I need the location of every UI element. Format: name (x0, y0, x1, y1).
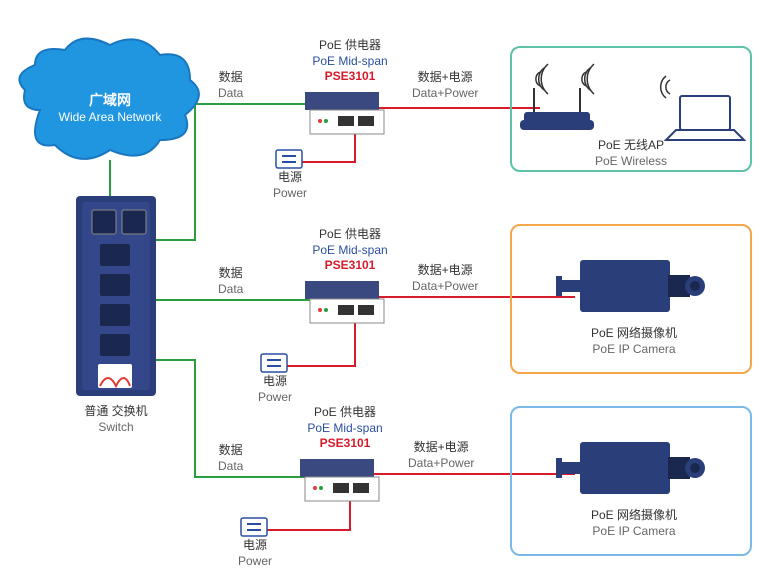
data-label-2: 数据 Data (218, 266, 243, 297)
pse-unit-1 (305, 92, 384, 134)
pse-model: PSE3101 (300, 69, 400, 85)
data-cn: 数据 (218, 266, 243, 282)
pse-title-en: PoE Mid-span (300, 54, 400, 70)
cam1-label-en: PoE IP Camera (574, 342, 694, 358)
switch-label: 普通 交换机 Switch (70, 404, 162, 435)
data-en: Data (218, 86, 243, 102)
cloud-label: 广域网 Wide Area Network (35, 90, 185, 124)
pse-model: PSE3101 (295, 436, 395, 452)
psu-en: Power (235, 554, 275, 569)
cam2-label-cn: PoE 网络摄像机 (574, 508, 694, 524)
ap-label: PoE 无线AP PoE Wireless (574, 138, 688, 169)
datapower-label-2: 数据+电源 Data+Power (412, 263, 478, 294)
psu-cn: 电源 (255, 374, 295, 390)
pse-title-en: PoE Mid-span (295, 421, 395, 437)
pse2-label: PoE 供电器 PoE Mid-span PSE3101 (300, 227, 400, 274)
psu-label-3: 电源 Power (235, 538, 275, 569)
datapower-label-3: 数据+电源 Data+Power (408, 440, 474, 471)
pse3-label: PoE 供电器 PoE Mid-span PSE3101 (295, 405, 395, 452)
pse-model: PSE3101 (300, 258, 400, 274)
datapower-cn: 数据+电源 (412, 70, 478, 86)
data-label-3: 数据 Data (218, 443, 243, 474)
data-cn: 数据 (218, 443, 243, 459)
pse-unit-2 (305, 281, 384, 323)
datapower-en: Data+Power (408, 456, 474, 472)
cloud-label-cn: 广域网 (35, 90, 185, 110)
pse-unit-3 (300, 459, 379, 501)
datapower-cn: 数据+电源 (408, 440, 474, 456)
pse-title-en: PoE Mid-span (300, 243, 400, 259)
psu-cn: 电源 (270, 170, 310, 186)
cloud-label-en: Wide Area Network (35, 110, 185, 124)
psu-label-2: 电源 Power (255, 374, 295, 405)
power-adapter-3 (241, 518, 267, 536)
ap-label-en: PoE Wireless (574, 154, 688, 170)
cam1-label: PoE 网络摄像机 PoE IP Camera (574, 326, 694, 357)
data-cn: 数据 (218, 70, 243, 86)
data-en: Data (218, 282, 243, 298)
switch-label-cn: 普通 交换机 (70, 404, 162, 420)
pse-title-cn: PoE 供电器 (295, 405, 395, 421)
switch-device (76, 196, 156, 396)
psu-cn: 电源 (235, 538, 275, 554)
cam2-label-en: PoE IP Camera (574, 524, 694, 540)
power-adapter-1 (276, 150, 302, 168)
psu-en: Power (270, 186, 310, 202)
ap-label-cn: PoE 无线AP (574, 138, 688, 154)
psu-en: Power (255, 390, 295, 406)
line-psu3 (265, 498, 350, 530)
data-en: Data (218, 459, 243, 475)
pse1-label: PoE 供电器 PoE Mid-span PSE3101 (300, 38, 400, 85)
switch-label-en: Switch (70, 420, 162, 436)
cam1-label-cn: PoE 网络摄像机 (574, 326, 694, 342)
power-adapter-2 (261, 354, 287, 372)
cam2-label: PoE 网络摄像机 PoE IP Camera (574, 508, 694, 539)
datapower-label-1: 数据+电源 Data+Power (412, 70, 478, 101)
data-label-1: 数据 Data (218, 70, 243, 101)
datapower-en: Data+Power (412, 86, 478, 102)
pse-title-cn: PoE 供电器 (300, 38, 400, 54)
pse-title-cn: PoE 供电器 (300, 227, 400, 243)
line-psu1 (300, 132, 355, 162)
psu-label-1: 电源 Power (270, 170, 310, 201)
datapower-cn: 数据+电源 (412, 263, 478, 279)
datapower-en: Data+Power (412, 279, 478, 295)
line-psu2 (285, 320, 355, 366)
